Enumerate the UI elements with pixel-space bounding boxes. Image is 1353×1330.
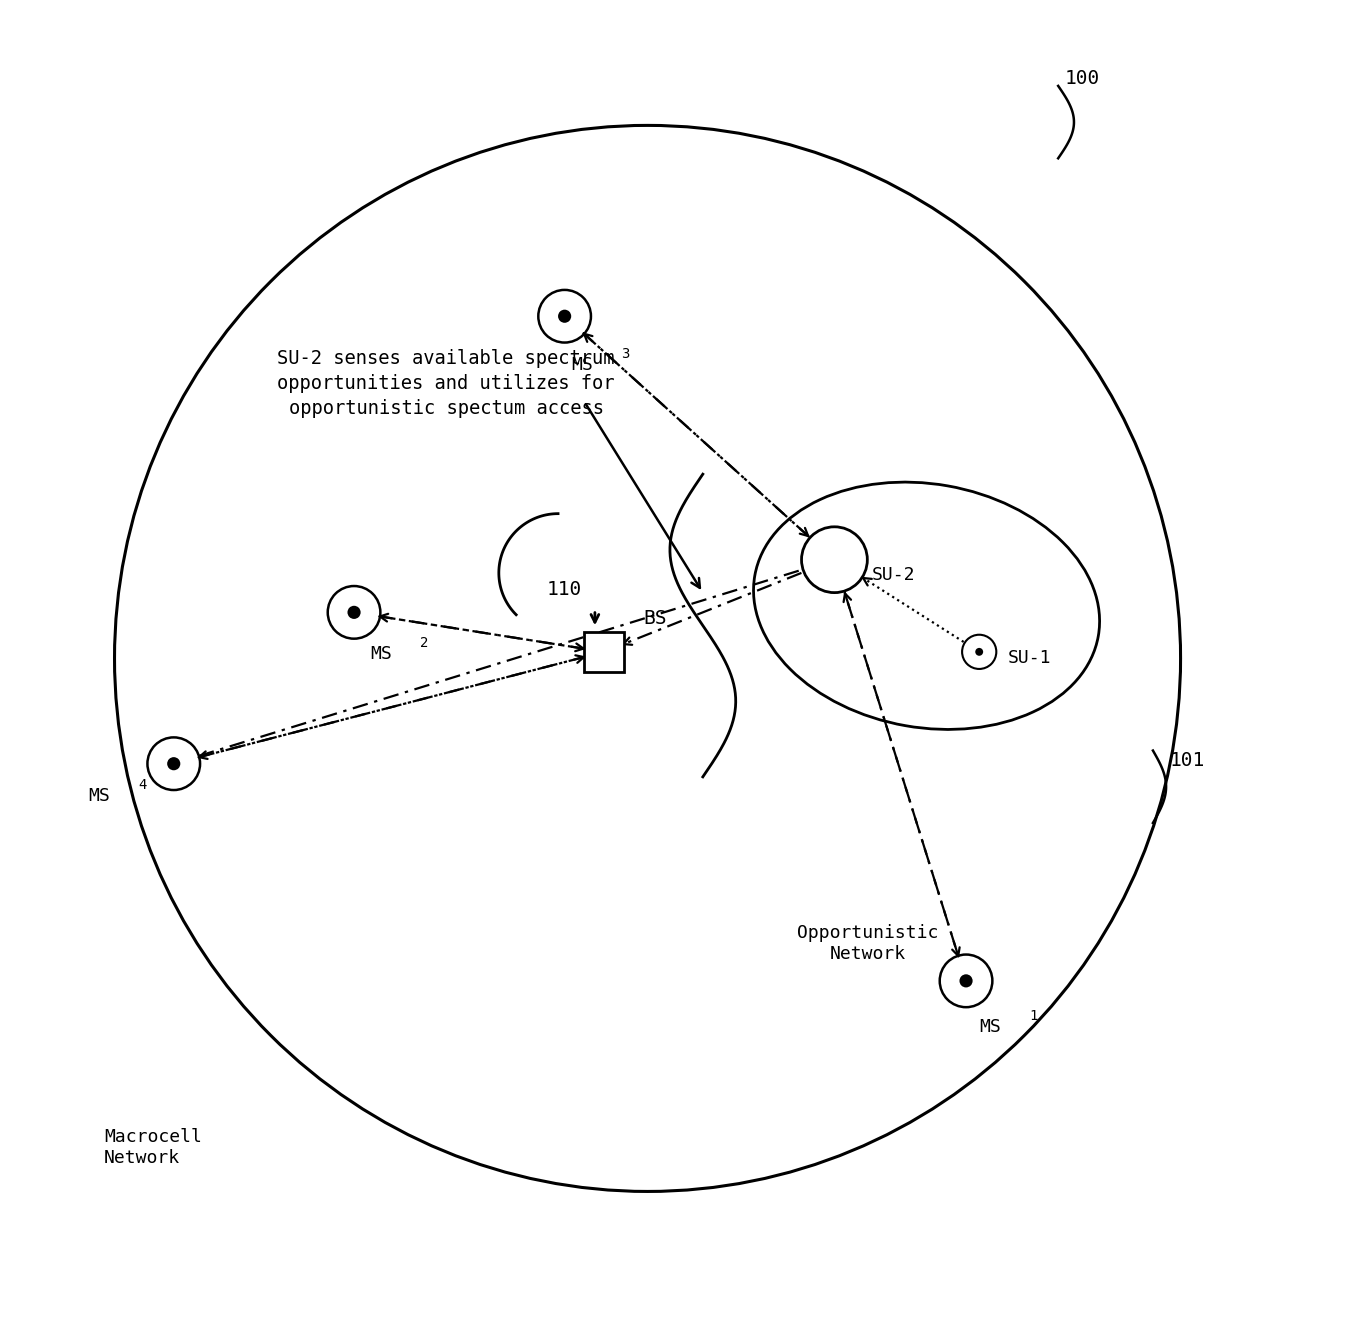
- Text: 2: 2: [419, 636, 429, 650]
- Circle shape: [959, 975, 973, 987]
- Text: MS: MS: [980, 1017, 1001, 1036]
- Text: MS: MS: [571, 355, 593, 374]
- Text: MS: MS: [369, 645, 391, 664]
- Text: SU-2: SU-2: [871, 567, 915, 584]
- Text: SU-1: SU-1: [1008, 649, 1051, 668]
- Circle shape: [557, 310, 571, 323]
- Text: 101: 101: [1170, 750, 1206, 770]
- Text: Opportunistic
Network: Opportunistic Network: [797, 924, 938, 963]
- Text: 3: 3: [621, 347, 629, 360]
- Text: 100: 100: [1065, 69, 1100, 88]
- Text: 110: 110: [547, 580, 582, 600]
- Text: MS: MS: [88, 787, 110, 806]
- Circle shape: [801, 527, 867, 593]
- Circle shape: [348, 605, 361, 618]
- Text: Macrocell
Network: Macrocell Network: [104, 1128, 202, 1166]
- Text: 4: 4: [138, 778, 146, 793]
- Text: 1: 1: [1030, 1008, 1038, 1023]
- Text: BS: BS: [644, 609, 667, 629]
- Circle shape: [976, 648, 984, 656]
- Bar: [584, 632, 624, 672]
- Circle shape: [168, 757, 180, 770]
- Text: SU-2 senses available spectrum
opportunities and utilizes for
opportunistic spec: SU-2 senses available spectrum opportuni…: [277, 350, 614, 418]
